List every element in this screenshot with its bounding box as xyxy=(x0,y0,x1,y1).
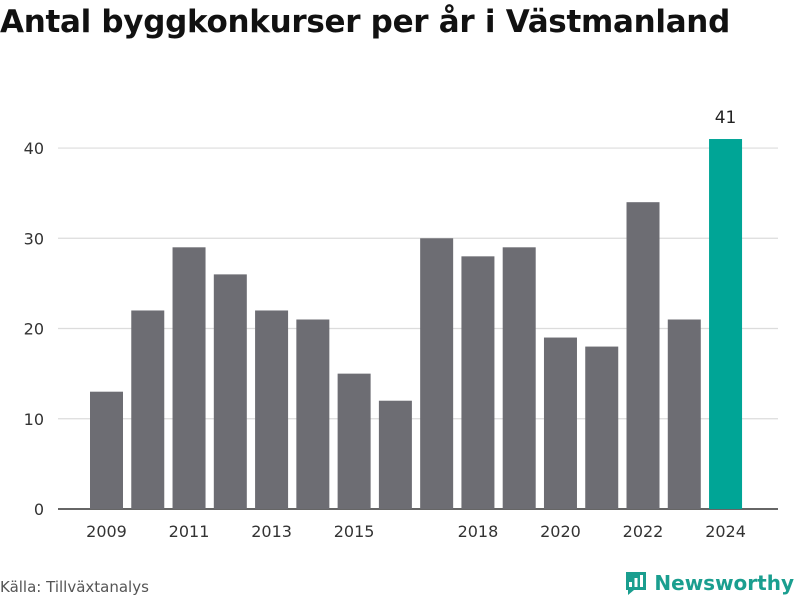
x-tick-label: 2009 xyxy=(86,522,127,541)
brand-logo: Newsworthy xyxy=(624,570,794,596)
bars xyxy=(90,139,743,510)
bar-2016 xyxy=(378,400,412,509)
bar-2014 xyxy=(296,319,330,509)
bar-2021 xyxy=(585,346,619,509)
bar-2013 xyxy=(255,310,289,509)
bar-2011 xyxy=(172,247,206,510)
chart-title: Antal byggkonkurser per år i Västmanland xyxy=(0,4,730,40)
y-tick-label: 40 xyxy=(24,139,44,158)
bar-2020 xyxy=(543,337,577,509)
bar-2023 xyxy=(667,319,701,509)
bar-2010 xyxy=(131,310,165,509)
x-tick-label: 2011 xyxy=(169,522,210,541)
bar-2022 xyxy=(626,202,660,509)
bar-2019 xyxy=(502,247,536,510)
bar-2018 xyxy=(461,256,495,509)
y-tick-label: 10 xyxy=(24,410,44,429)
bar-2015 xyxy=(337,373,371,509)
x-tick-label: 2022 xyxy=(623,522,664,541)
bar-2009 xyxy=(90,391,123,509)
bar-2024 xyxy=(709,139,743,509)
labels: 0 10 20 30 40 41 2009 2011 2013 2015 2018 2020 2022 2… xyxy=(24,108,746,541)
x-tick-label: 2015 xyxy=(334,522,375,541)
y-tick-label: 20 xyxy=(24,320,44,339)
bar-2012 xyxy=(213,274,247,509)
bar-2017 xyxy=(420,238,454,510)
x-tick-label: 2013 xyxy=(251,522,292,541)
brand-name: Newsworthy xyxy=(654,571,794,595)
data-label-2024: 41 xyxy=(715,108,737,128)
x-tick-label: 2024 xyxy=(705,522,746,541)
source-note: Källa: Tillväxtanalys xyxy=(0,578,149,596)
x-tick-label: 2020 xyxy=(540,522,581,541)
y-tick-label: 0 xyxy=(34,500,44,519)
newsworthy-logo-icon xyxy=(626,572,647,595)
x-tick-label: 2018 xyxy=(458,522,499,541)
y-tick-label: 30 xyxy=(24,229,44,248)
